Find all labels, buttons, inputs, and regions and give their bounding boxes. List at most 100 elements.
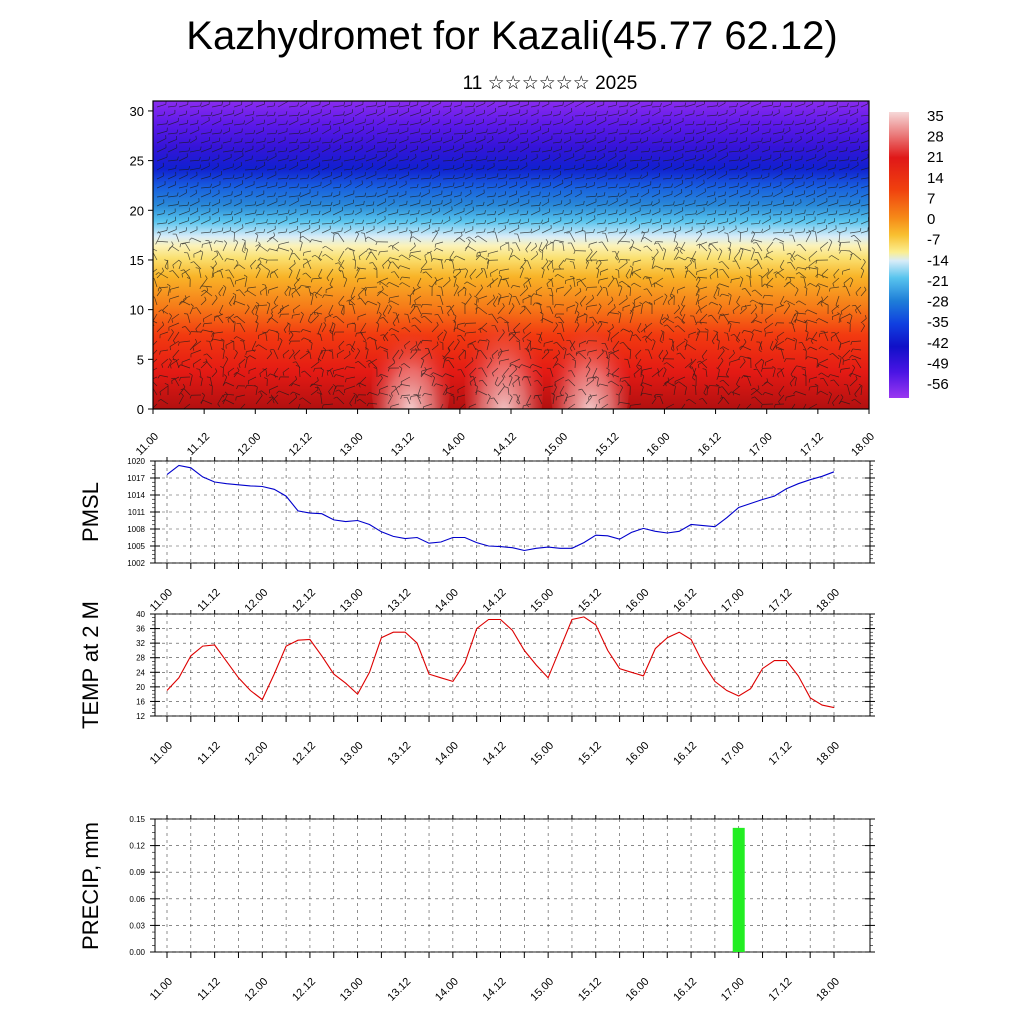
wind-barb bbox=[761, 381, 769, 387]
wind-barb-flag bbox=[692, 373, 697, 376]
wind-barb bbox=[299, 141, 310, 144]
wind-barb-flag bbox=[313, 368, 316, 372]
wind-barb bbox=[563, 349, 567, 360]
wind-barb-flag bbox=[795, 267, 798, 271]
wind-barb bbox=[175, 234, 180, 243]
wind-barb bbox=[387, 132, 399, 135]
wind-barb bbox=[585, 102, 595, 108]
wind-barb-flag bbox=[653, 395, 657, 399]
wind-barb bbox=[530, 194, 540, 198]
wind-barb bbox=[618, 221, 627, 225]
wind-barb bbox=[780, 349, 785, 360]
wind-barb-flag bbox=[673, 231, 677, 235]
wind-barb bbox=[610, 331, 620, 340]
wind-barb-flag bbox=[169, 270, 173, 272]
wind-barb bbox=[420, 120, 430, 126]
wind-barb bbox=[475, 176, 486, 180]
wind-barb bbox=[585, 232, 594, 234]
wind-barb bbox=[728, 243, 732, 252]
wind-barb bbox=[183, 269, 191, 279]
wind-barb bbox=[277, 185, 287, 189]
wind-barb bbox=[717, 113, 727, 117]
wind-barb bbox=[513, 254, 521, 261]
wind-barb bbox=[420, 138, 431, 144]
wind-barb bbox=[178, 210, 190, 216]
wind-barb bbox=[310, 213, 320, 216]
wind-barb-flag bbox=[793, 391, 796, 395]
wind-barb bbox=[633, 304, 642, 309]
wind-barb bbox=[530, 210, 541, 216]
wind-barb bbox=[277, 333, 280, 342]
wind-barb bbox=[640, 231, 649, 234]
wind-barb-flag bbox=[335, 262, 339, 265]
wind-barb bbox=[805, 213, 814, 216]
wind-barb-flag bbox=[227, 372, 230, 376]
wind-barb-flag bbox=[344, 247, 348, 251]
wind-barb-flag bbox=[309, 239, 313, 243]
wind-barb-flag bbox=[486, 128, 488, 133]
wind-barb bbox=[706, 141, 715, 144]
wind-barb-flag bbox=[145, 246, 148, 248]
wind-barb bbox=[364, 233, 367, 243]
wind-barb-flag bbox=[795, 310, 799, 313]
wind-barb bbox=[314, 291, 323, 297]
wind-barb-flag bbox=[516, 401, 520, 405]
wind-barb-flag bbox=[536, 250, 539, 255]
wind-barb bbox=[508, 250, 514, 261]
wind-barb-flag bbox=[741, 306, 743, 311]
wind-barb bbox=[625, 268, 631, 276]
wind-barb bbox=[178, 156, 188, 162]
wind-barb bbox=[314, 254, 323, 261]
wind-barb bbox=[684, 103, 696, 108]
wind-barb-flag bbox=[664, 293, 668, 297]
wind-barb bbox=[259, 367, 268, 374]
wind-barb-flag bbox=[339, 155, 341, 160]
wind-barb bbox=[759, 342, 763, 351]
wind-barb bbox=[189, 167, 201, 171]
wind-barb-flag bbox=[858, 383, 863, 387]
wind-barb-flag bbox=[243, 274, 248, 278]
wind-barb bbox=[360, 298, 367, 306]
wind-barb bbox=[464, 350, 466, 360]
wind-barb-flag bbox=[257, 257, 261, 261]
wind-barb bbox=[559, 385, 565, 394]
wind-barb-flag bbox=[484, 210, 486, 214]
wind-barb bbox=[541, 250, 544, 261]
wind-barb bbox=[697, 295, 708, 302]
wind-barb-flag bbox=[550, 146, 553, 151]
wind-barb bbox=[717, 155, 728, 162]
wind-barb bbox=[431, 344, 439, 351]
wind-barb bbox=[178, 113, 187, 117]
wind-barb bbox=[344, 385, 356, 390]
wind-barb bbox=[832, 394, 840, 404]
wind-barb bbox=[552, 359, 559, 369]
wind-barb bbox=[321, 147, 331, 153]
wind-barb-flag bbox=[563, 346, 567, 350]
wind-barb bbox=[541, 221, 549, 225]
wind-barb bbox=[750, 102, 761, 108]
wind-barb bbox=[807, 309, 818, 315]
wind-barb-flag bbox=[549, 294, 553, 297]
wind-barb-flag bbox=[525, 249, 528, 253]
wind-barb bbox=[717, 250, 723, 261]
wind-barb bbox=[202, 399, 213, 405]
wind-barb bbox=[453, 219, 462, 225]
wind-barb bbox=[562, 242, 565, 252]
wind-barb bbox=[189, 105, 201, 108]
wind-barb bbox=[464, 176, 473, 180]
wind-barb bbox=[816, 148, 824, 153]
wind-barb-flag bbox=[636, 365, 639, 370]
wind-barb bbox=[497, 159, 508, 162]
wind-barb bbox=[167, 105, 176, 108]
wind-barb bbox=[321, 195, 332, 198]
wind-barb bbox=[541, 168, 550, 171]
wind-barb bbox=[156, 195, 168, 198]
wind-barb-flag bbox=[536, 302, 540, 304]
wind-barb bbox=[765, 313, 774, 320]
wind-barb bbox=[739, 140, 747, 144]
wind-barb bbox=[497, 332, 505, 342]
wind-barb bbox=[486, 281, 494, 288]
wind-barb bbox=[695, 233, 703, 243]
wind-barb bbox=[741, 345, 752, 351]
wind-barb-flag bbox=[800, 135, 802, 140]
